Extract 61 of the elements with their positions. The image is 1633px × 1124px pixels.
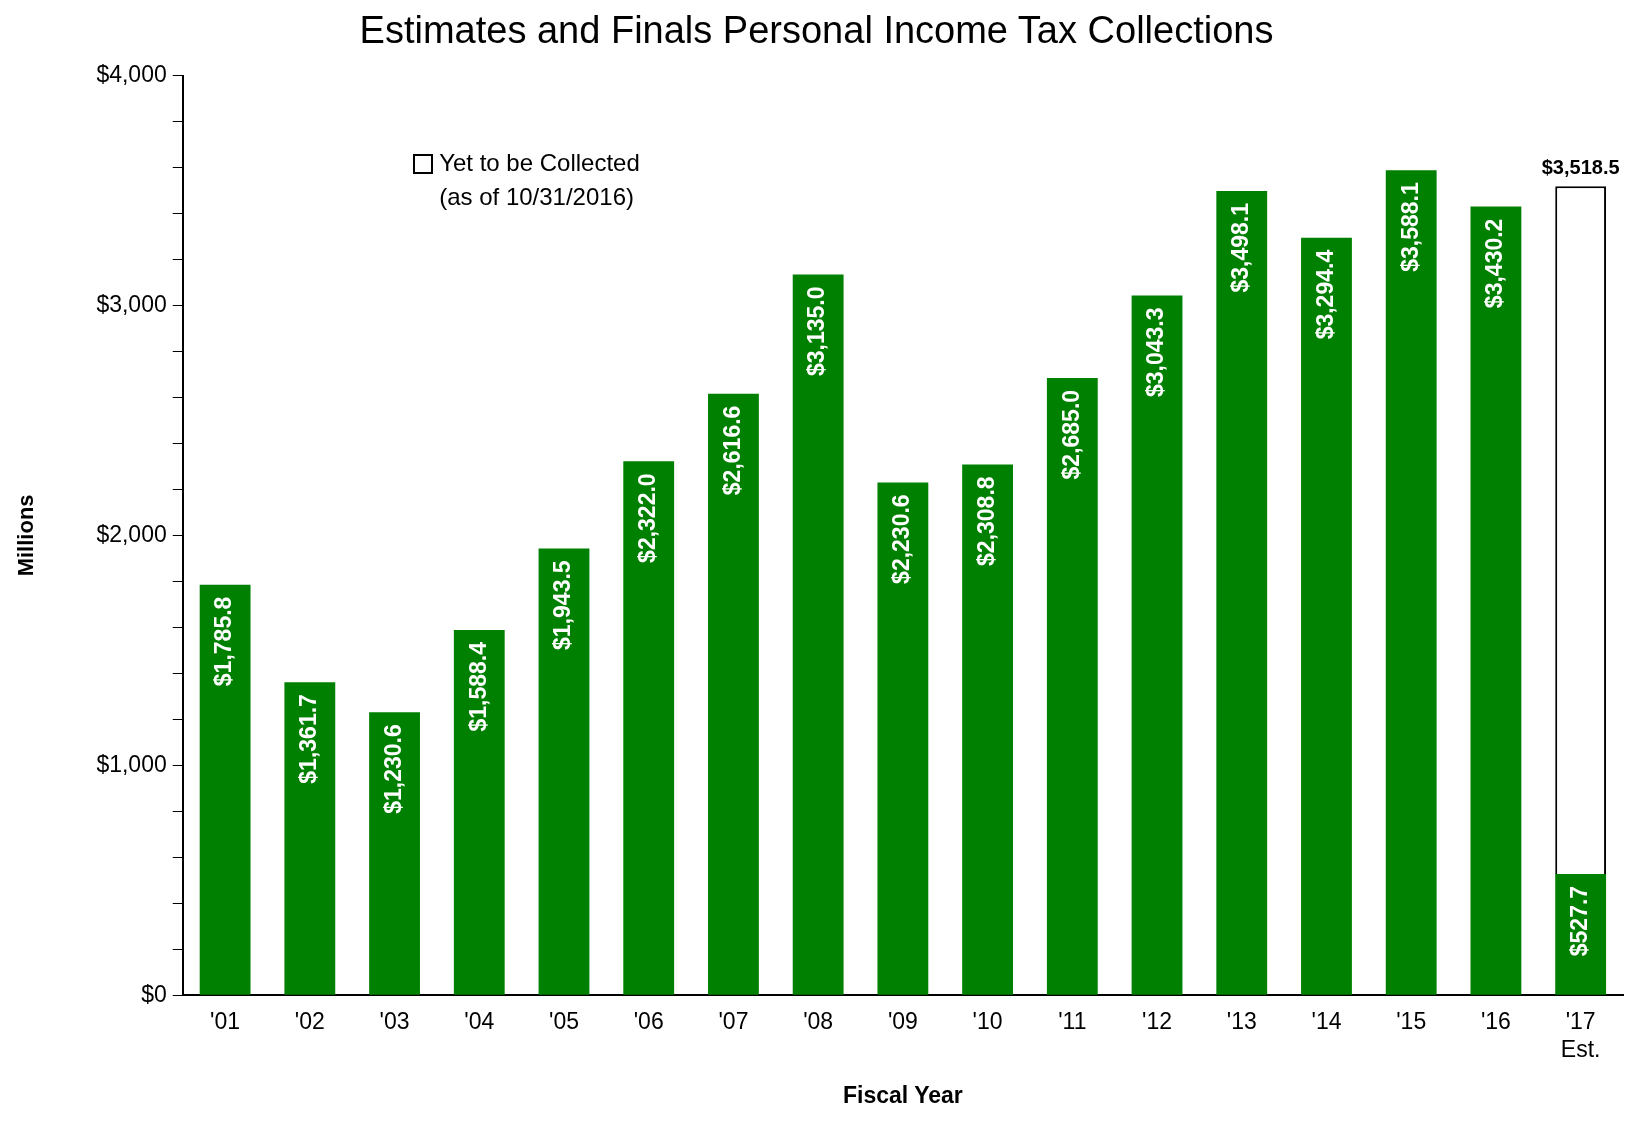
bar: [623, 461, 675, 995]
bar: [1555, 873, 1607, 995]
data-label: $1,785.8: [210, 596, 237, 687]
bar: [1216, 190, 1268, 995]
bar: [792, 274, 844, 995]
y-axis-title: Millions: [13, 494, 39, 577]
data-label: $3,498.1: [1227, 202, 1254, 293]
bar: [199, 584, 251, 995]
x-tick-label: '09: [887, 1008, 918, 1035]
bar: [1470, 206, 1522, 995]
x-tick-label: '08: [803, 1008, 834, 1035]
data-label: $3,588.1: [1396, 182, 1423, 272]
chart-title: Estimates and Finals Personal Income Tax Collections: [359, 9, 1274, 52]
data-label: $2,616.6: [718, 405, 745, 496]
x-tick-label: '04: [464, 1008, 495, 1035]
x-tick-label: '05: [549, 1008, 579, 1035]
bar: [1131, 295, 1183, 995]
y-tick-label: $2,000: [96, 520, 167, 547]
x-tick-label: '15: [1396, 1008, 1427, 1035]
bar: [877, 482, 929, 995]
x-tick-label: '07: [718, 1008, 749, 1035]
x-tick-label: '14: [1311, 1008, 1342, 1035]
data-label: $2,230.6: [888, 494, 915, 584]
bar: [538, 548, 590, 995]
x-tick-label: '10: [972, 1008, 1003, 1035]
y-tick-label: $4,000: [96, 60, 167, 87]
x-tick-label: '03: [379, 1008, 410, 1035]
bar: [962, 464, 1014, 995]
data-label: $2,308.8: [972, 476, 999, 566]
total-label: $3,518.5: [1541, 155, 1620, 178]
y-tick-label: $3,000: [96, 290, 167, 317]
x-axis-title: Fiscal Year: [842, 1081, 963, 1108]
bar: [453, 630, 505, 995]
x-tick-label: '17 Est.: [1560, 1008, 1601, 1062]
bar: [284, 682, 336, 995]
bar: [1046, 377, 1098, 995]
data-label: $3,135.0: [803, 286, 830, 376]
data-label: $1,588.4: [464, 641, 491, 732]
bar: [1385, 170, 1437, 995]
data-label: $2,322.0: [634, 473, 661, 563]
bar: [1301, 237, 1352, 995]
x-tick-label: '01: [210, 1008, 241, 1035]
y-tick-label: $0: [141, 980, 167, 1007]
data-label: $3,294.4: [1311, 249, 1338, 340]
x-tick-label: '02: [294, 1008, 325, 1035]
data-label: $527.7: [1565, 885, 1592, 957]
x-tick-label: '13: [1226, 1008, 1257, 1035]
y-tick-label: $1,000: [96, 750, 167, 777]
x-tick-label: '06: [633, 1008, 664, 1035]
data-label: $1,361.7: [295, 694, 322, 784]
x-tick-label: '12: [1142, 1008, 1173, 1035]
bar: [708, 393, 759, 995]
text: Yet to be Collected (as of 10/31/2016): [439, 147, 641, 212]
bar: [369, 712, 420, 995]
data-label: $3,043.3: [1142, 307, 1169, 398]
data-label: $1,230.6: [379, 724, 406, 814]
data-label: $2,685.0: [1057, 389, 1084, 480]
x-tick-label: '16: [1480, 1008, 1511, 1035]
data-label: $3,430.2: [1481, 218, 1508, 309]
x-tick-label: '11: [1058, 1008, 1087, 1035]
data-label: $1,943.5: [549, 560, 576, 650]
